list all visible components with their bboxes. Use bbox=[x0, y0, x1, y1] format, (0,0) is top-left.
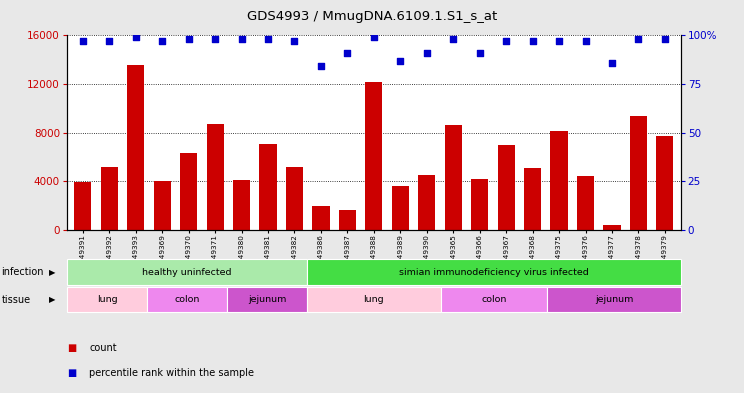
Text: percentile rank within the sample: percentile rank within the sample bbox=[89, 368, 254, 378]
Point bbox=[421, 50, 433, 56]
Bar bbox=[74, 182, 92, 230]
Bar bbox=[445, 125, 462, 230]
Point bbox=[77, 38, 89, 44]
Text: jejunum: jejunum bbox=[595, 295, 633, 304]
Bar bbox=[67, 287, 147, 312]
Bar bbox=[67, 259, 307, 285]
Point bbox=[527, 38, 539, 44]
Bar bbox=[153, 181, 171, 230]
Bar bbox=[312, 206, 330, 230]
Bar bbox=[365, 82, 382, 230]
Text: ■: ■ bbox=[67, 343, 76, 353]
Point bbox=[315, 63, 327, 70]
Text: simian immunodeficiency virus infected: simian immunodeficiency virus infected bbox=[399, 268, 589, 277]
Point bbox=[103, 38, 115, 44]
Point bbox=[236, 36, 248, 42]
Bar bbox=[577, 176, 594, 230]
Text: colon: colon bbox=[174, 295, 199, 304]
Bar bbox=[180, 153, 197, 230]
Point bbox=[209, 36, 221, 42]
Point bbox=[659, 36, 671, 42]
Text: ■: ■ bbox=[67, 368, 76, 378]
Bar bbox=[227, 287, 307, 312]
Bar bbox=[100, 167, 118, 230]
Point bbox=[262, 36, 274, 42]
Point bbox=[632, 36, 644, 42]
Text: count: count bbox=[89, 343, 117, 353]
Bar bbox=[656, 136, 673, 230]
Text: lung: lung bbox=[364, 295, 384, 304]
Text: jejunum: jejunum bbox=[248, 295, 286, 304]
Text: ▶: ▶ bbox=[49, 295, 56, 304]
Point bbox=[474, 50, 486, 56]
Bar bbox=[418, 175, 435, 230]
Point bbox=[156, 38, 168, 44]
Point bbox=[341, 50, 353, 56]
Text: colon: colon bbox=[481, 295, 507, 304]
Bar bbox=[548, 287, 681, 312]
Bar bbox=[630, 116, 647, 230]
Bar bbox=[147, 287, 227, 312]
Point bbox=[580, 38, 591, 44]
Point bbox=[500, 38, 512, 44]
Bar bbox=[260, 143, 277, 230]
Bar bbox=[392, 186, 409, 230]
Bar bbox=[307, 259, 681, 285]
Point bbox=[368, 34, 379, 40]
Text: infection: infection bbox=[1, 267, 44, 277]
Point bbox=[289, 38, 301, 44]
Bar bbox=[286, 167, 303, 230]
Point bbox=[606, 59, 618, 66]
Bar bbox=[233, 180, 250, 230]
Text: healthy uninfected: healthy uninfected bbox=[142, 268, 232, 277]
Bar bbox=[498, 145, 515, 230]
Point bbox=[129, 34, 141, 40]
Point bbox=[183, 36, 195, 42]
Bar bbox=[127, 64, 144, 230]
Bar bbox=[551, 131, 568, 230]
Point bbox=[394, 57, 406, 64]
Bar bbox=[339, 210, 356, 230]
Point bbox=[553, 38, 565, 44]
Bar bbox=[603, 225, 620, 230]
Bar bbox=[440, 287, 548, 312]
Text: lung: lung bbox=[97, 295, 118, 304]
Bar bbox=[307, 287, 440, 312]
Bar bbox=[471, 179, 488, 230]
Text: GDS4993 / MmugDNA.6109.1.S1_s_at: GDS4993 / MmugDNA.6109.1.S1_s_at bbox=[247, 10, 497, 23]
Text: tissue: tissue bbox=[1, 295, 31, 305]
Bar bbox=[524, 168, 541, 230]
Bar bbox=[207, 124, 224, 230]
Text: ▶: ▶ bbox=[49, 268, 56, 277]
Point bbox=[447, 36, 459, 42]
